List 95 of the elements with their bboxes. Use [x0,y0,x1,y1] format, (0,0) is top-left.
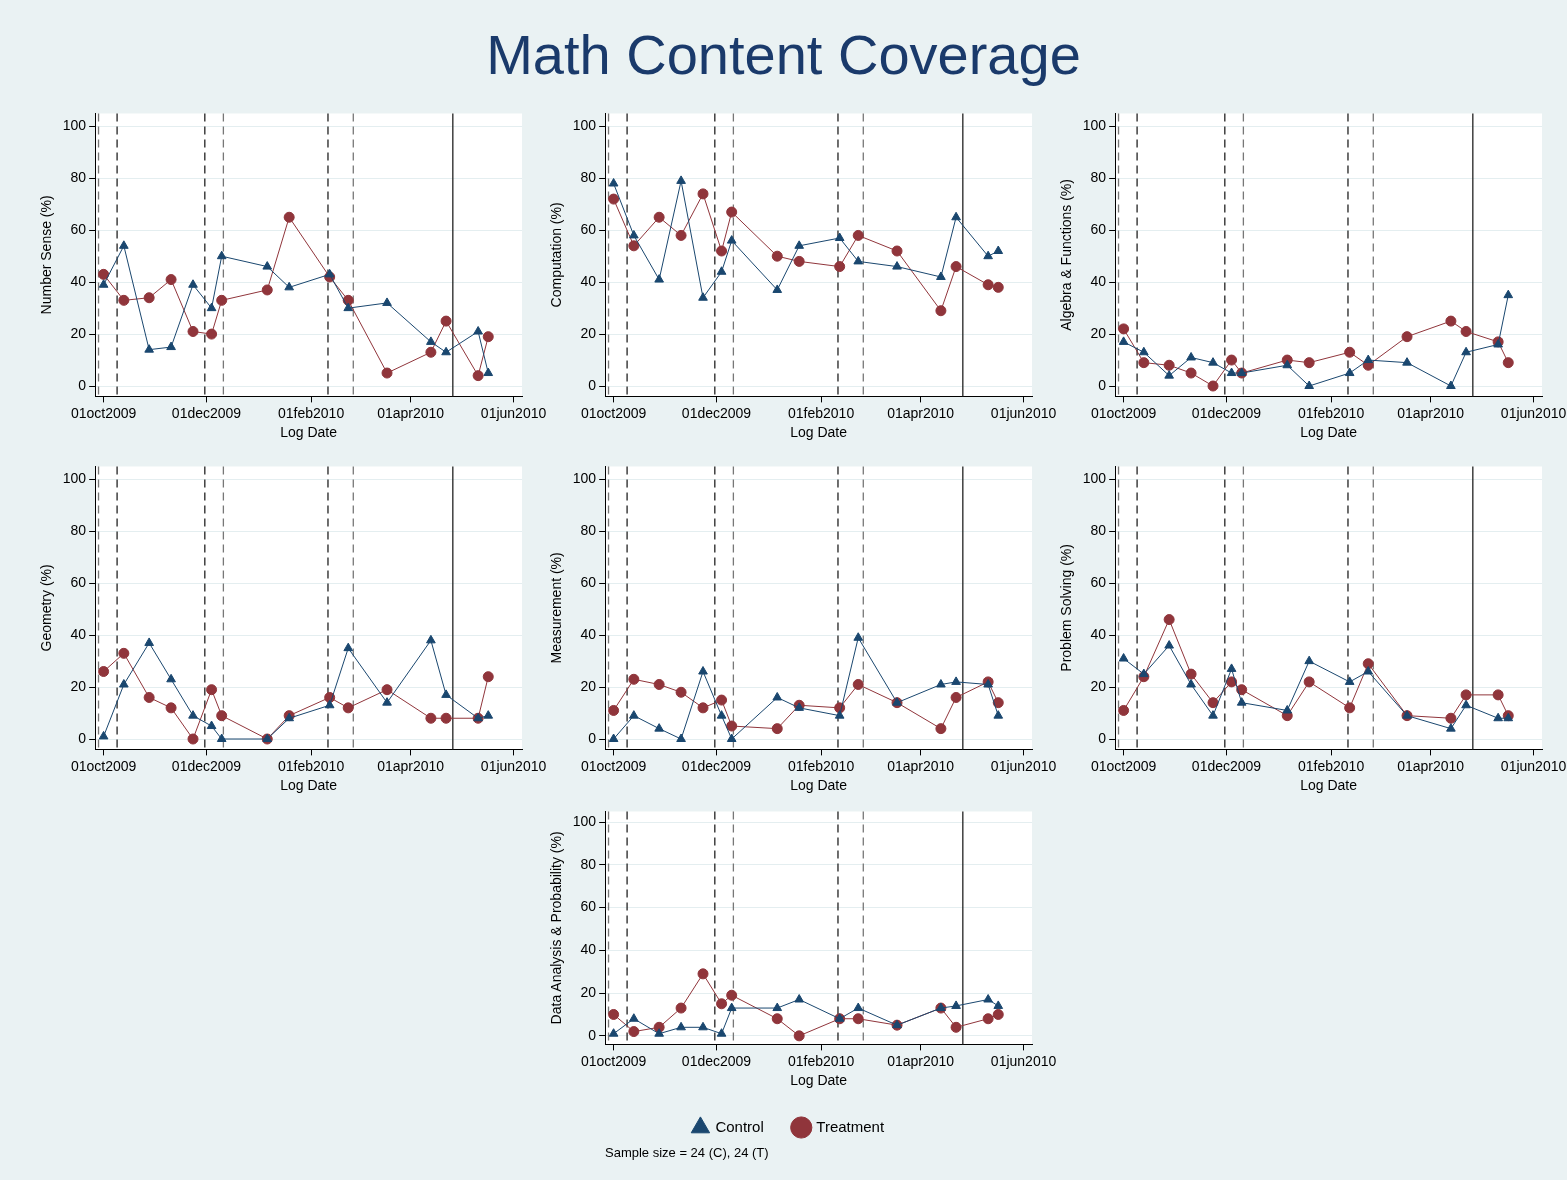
x-tick-label: 01dec2009 [1191,404,1262,421]
y-tick-label: 80 [1090,169,1107,186]
x-tick-label: 01oct2009 [70,404,137,421]
y-tick-label: 40 [1090,273,1107,290]
y-tick-label: 60 [580,898,597,915]
x-tick-label: 01apr2010 [887,1052,955,1069]
y-tick-label: 80 [70,522,87,539]
x-axis-title: Log Date [790,777,848,794]
y-tick-label: 0 [1098,729,1107,746]
y-tick-label: 20 [1090,324,1107,341]
y-tick-label: 40 [580,626,597,643]
y-tick-label: 20 [580,677,597,694]
x-tick-label: 01feb2010 [1298,757,1365,774]
x-tick-label: 01dec2009 [681,757,752,774]
x-tick-label: 01jun2010 [1500,757,1567,774]
y-axis-title: Number Sense (%) [38,195,55,315]
x-tick-label: 01apr2010 [887,757,955,774]
y-axis-title: Data Analysis & Probability (%) [548,831,565,1025]
y-tick-label: 40 [1090,626,1107,643]
y-tick-label: 40 [580,941,597,958]
x-tick-label: 01oct2009 [70,757,137,774]
y-tick-label: 20 [70,324,87,341]
x-tick-label: 01dec2009 [681,404,752,421]
x-tick-label: 01apr2010 [1397,404,1465,421]
x-axis-title: Log Date [280,424,338,441]
y-tick-label: 0 [78,729,87,746]
x-tick-label: 01feb2010 [788,1052,855,1069]
y-tick-label: 100 [1082,117,1107,134]
y-tick-label: 60 [580,574,597,591]
x-axis-title: Log Date [1300,777,1358,794]
x-tick-label: 01oct2009 [1090,757,1157,774]
x-axis-title: Log Date [1300,424,1358,441]
y-tick-label: 80 [580,169,597,186]
x-tick-label: 01apr2010 [887,404,955,421]
y-tick-label: 60 [580,221,597,238]
legend-label: Treatment [816,1117,885,1135]
y-axis-title: Problem Solving (%) [1058,544,1075,672]
x-tick-label: 01apr2010 [377,757,445,774]
x-tick-label: 01jun2010 [990,1052,1057,1069]
y-tick-label: 60 [1090,574,1107,591]
y-tick-label: 40 [70,626,87,643]
y-tick-label: 20 [70,677,87,694]
y-tick-label: 60 [1090,221,1107,238]
x-tick-label: 01jun2010 [990,404,1057,421]
chart-title: Math Content Coverage [485,22,1082,87]
x-tick-label: 01jun2010 [480,757,547,774]
x-axis-title: Log Date [790,424,848,441]
x-tick-label: 01dec2009 [171,404,242,421]
x-tick-label: 01feb2010 [278,757,345,774]
y-tick-label: 0 [588,376,597,393]
x-tick-label: 01dec2009 [1191,757,1262,774]
x-tick-label: 01feb2010 [788,404,855,421]
x-tick-label: 01oct2009 [580,1052,647,1069]
y-tick-label: 20 [580,983,597,1000]
x-tick-label: 01jun2010 [990,757,1057,774]
y-tick-label: 60 [70,574,87,591]
y-axis-title: Geometry (%) [38,564,55,652]
y-tick-label: 0 [588,729,597,746]
x-tick-label: 01oct2009 [580,757,647,774]
y-axis-title: Computation (%) [548,202,565,308]
y-tick-label: 20 [580,324,597,341]
y-tick-label: 80 [70,169,87,186]
y-tick-label: 100 [572,470,597,487]
x-tick-label: 01oct2009 [1090,404,1157,421]
x-tick-label: 01dec2009 [171,757,242,774]
y-axis-title: Algebra & Functions (%) [1058,179,1075,331]
y-tick-label: 100 [62,117,87,134]
x-tick-label: 01feb2010 [1298,404,1365,421]
y-tick-label: 20 [1090,677,1107,694]
x-tick-label: 01feb2010 [788,757,855,774]
x-axis-title: Log Date [790,1072,848,1089]
y-tick-label: 0 [78,376,87,393]
legend-label: Control [715,1117,764,1135]
y-tick-label: 60 [70,221,87,238]
y-tick-label: 80 [580,522,597,539]
y-tick-label: 40 [580,273,597,290]
y-axis-title: Measurement (%) [548,552,565,664]
y-tick-label: 0 [1098,376,1107,393]
text: Sample size = 24 (C), 24 (T) [605,1145,770,1160]
x-tick-label: 01dec2009 [681,1052,752,1069]
y-tick-label: 100 [1082,470,1107,487]
y-tick-label: 100 [572,117,597,134]
x-tick-label: 01jun2010 [480,404,547,421]
y-tick-label: 100 [62,470,87,487]
y-tick-label: 80 [1090,522,1107,539]
y-tick-label: 40 [70,273,87,290]
y-tick-label: 80 [580,855,597,872]
x-tick-label: 01apr2010 [377,404,445,421]
x-axis-title: Log Date [280,777,338,794]
x-tick-label: 01oct2009 [580,404,647,421]
x-tick-label: 01jun2010 [1500,404,1567,421]
x-tick-label: 01feb2010 [278,404,345,421]
x-tick-label: 01apr2010 [1397,757,1465,774]
y-tick-label: 100 [572,812,597,829]
y-tick-label: 0 [588,1026,597,1043]
